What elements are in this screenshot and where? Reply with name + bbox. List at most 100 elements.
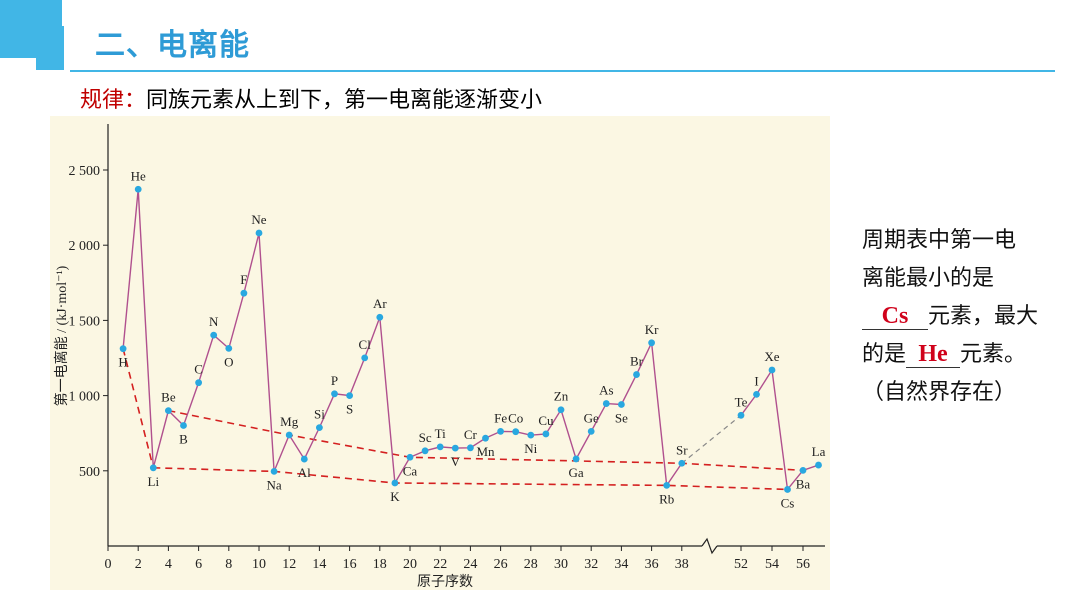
x-tick-label: 32 <box>584 557 598 572</box>
point-label-sr: Sr <box>676 442 688 457</box>
x-tick-label: 0 <box>105 557 112 572</box>
rule-statement: 规律：同族元素从上到下，第一电离能逐渐变小 <box>80 82 542 114</box>
data-point-se <box>618 401 625 408</box>
point-label-li: Li <box>148 474 160 489</box>
ionization-energy-line <box>740 368 819 492</box>
data-point-ge <box>587 427 595 435</box>
x-axis-break <box>701 537 718 555</box>
x-tick-label: 52 <box>734 557 748 572</box>
y-tick-label: 2 000 <box>69 239 101 254</box>
point-label-cu: Cu <box>538 413 554 428</box>
data-point-sr <box>678 459 686 467</box>
point-label-p: P <box>331 373 338 388</box>
data-point-cl <box>361 354 369 362</box>
point-label-ga: Ga <box>569 465 584 480</box>
data-point-kr <box>648 339 655 347</box>
point-label-la: La <box>812 444 826 459</box>
x-tick-label: 34 <box>614 557 628 572</box>
group-trend-line-start <box>122 348 155 468</box>
question-line-2: 离能最小的是 <box>862 266 995 291</box>
point-label-cr: Cr <box>464 427 478 442</box>
data-point-br <box>633 371 640 378</box>
rule-label: 规律： <box>80 88 147 113</box>
header-accent-strip <box>36 26 64 70</box>
data-point-al <box>300 455 308 463</box>
data-point-mg <box>285 431 293 439</box>
point-label-rb: Rb <box>659 491 674 506</box>
data-point-fe <box>497 427 504 435</box>
data-point-n <box>210 331 218 339</box>
data-point-as <box>602 400 610 407</box>
point-label-mn: Mn <box>476 444 495 459</box>
question-line-4: 的是 He 元素。 <box>862 336 1038 374</box>
data-point-mn <box>482 434 489 442</box>
point-label-k: K <box>390 489 400 504</box>
point-label-ni: Ni <box>524 441 537 456</box>
x-tick-label: 38 <box>675 557 689 572</box>
point-label-i: I <box>754 373 758 388</box>
data-point-cu <box>542 430 550 438</box>
point-label-mg: Mg <box>280 414 299 429</box>
data-point-i <box>753 390 760 398</box>
point-label-ar: Ar <box>373 296 387 311</box>
point-label-cl: Cl <box>359 337 372 352</box>
point-label-na: Na <box>267 477 282 492</box>
data-point-na <box>270 468 278 475</box>
question-line-3: Cs 元素，最大 <box>862 298 1038 336</box>
x-tick-label: 56 <box>796 557 810 572</box>
data-point-be <box>165 407 172 415</box>
y-tick-label: 2 500 <box>69 164 101 179</box>
point-label-kr: Kr <box>645 322 659 337</box>
data-point-v <box>451 444 459 452</box>
data-point-h <box>119 345 127 353</box>
question-suffix-2: 元素。 <box>960 342 1027 367</box>
answer-blank-max: He <box>906 341 961 368</box>
question-prefix-2: 的是 <box>862 342 907 367</box>
point-label-zn: Zn <box>554 389 569 404</box>
data-point-c <box>195 379 203 387</box>
data-point-o <box>225 344 233 352</box>
point-label-ca: Ca <box>403 463 418 478</box>
data-point-ni <box>527 431 535 439</box>
data-point-te <box>737 411 745 419</box>
data-point-p <box>331 390 338 398</box>
y-axis-title: 第一电离能 / (kJ·mol⁻¹) <box>53 265 70 406</box>
data-point-la <box>815 461 822 469</box>
x-tick-label: 36 <box>645 557 659 572</box>
point-label-sc: Sc <box>419 430 432 445</box>
x-tick-label: 18 <box>373 557 387 572</box>
answer-blank-min: Cs <box>862 303 928 330</box>
point-label-si: Si <box>314 407 325 422</box>
data-point-sc <box>421 447 429 455</box>
x-tick-label: 20 <box>403 557 417 572</box>
data-point-zn <box>557 406 565 414</box>
x-tick-label: 54 <box>765 557 779 572</box>
data-point-ar <box>376 313 384 321</box>
point-label-s: S <box>346 402 353 417</box>
x-tick-label: 28 <box>524 557 538 572</box>
point-label-o: O <box>224 354 233 369</box>
data-point-rb <box>663 481 671 489</box>
data-point-ne <box>255 229 263 237</box>
question-line-5: （自然界存在） <box>862 380 1017 405</box>
point-label-n: N <box>209 314 219 329</box>
data-point-ca <box>406 453 414 461</box>
header-underline <box>70 70 1055 72</box>
data-point-he <box>134 185 142 193</box>
data-point-li <box>149 464 157 472</box>
point-label-ge: Ge <box>584 410 599 425</box>
data-point-ti <box>436 443 444 451</box>
data-point-cs <box>784 486 791 493</box>
x-tick-label: 16 <box>343 557 357 572</box>
point-label-fe: Fe <box>494 410 507 425</box>
x-tick-label: 4 <box>165 557 172 572</box>
data-point-cr <box>467 444 474 452</box>
question-text: 周期表中第一电 离能最小的是 Cs 元素，最大 的是 He 元素。 （自然界存在） <box>862 222 1038 412</box>
point-label-ti: Ti <box>435 426 446 441</box>
point-label-he: He <box>131 168 146 183</box>
data-point-xe <box>768 366 776 374</box>
point-label-b: B <box>179 432 188 447</box>
point-label-co: Co <box>508 411 523 426</box>
rule-text: 同族元素从上到下，第一电离能逐渐变小 <box>146 88 543 113</box>
